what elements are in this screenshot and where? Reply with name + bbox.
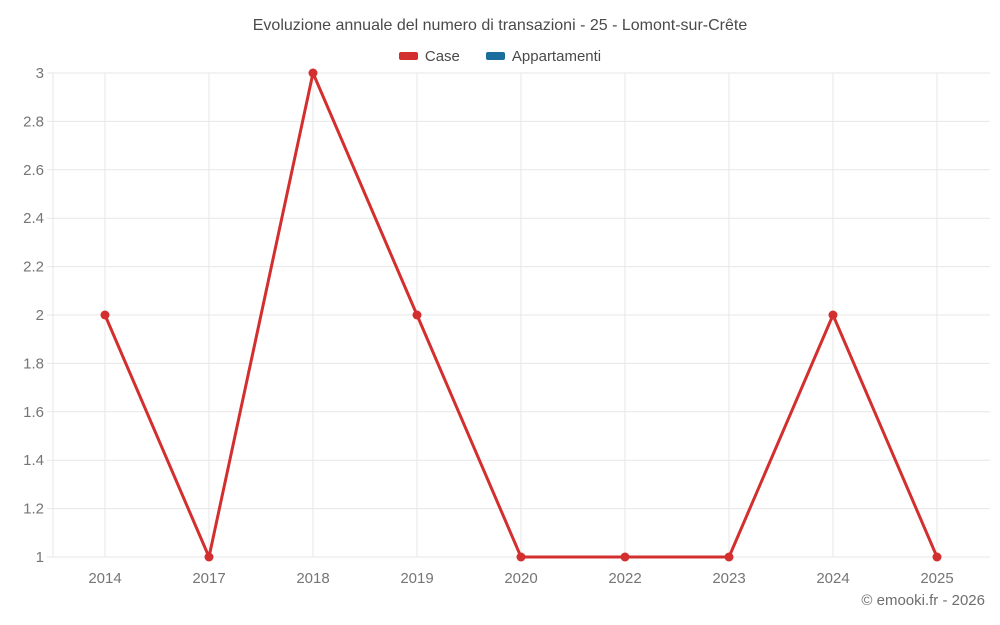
- x-tick-label: 2018: [296, 570, 329, 587]
- y-tick-label: 1.6: [23, 404, 44, 421]
- appartamenti-legend-swatch: [485, 52, 505, 60]
- y-tick-label: 1.8: [23, 355, 44, 372]
- case-data-point: [308, 68, 318, 78]
- y-tick-label: 2.6: [23, 162, 44, 179]
- case-data-point: [828, 310, 838, 320]
- case-data-point: [204, 552, 214, 562]
- case-data-point: [412, 310, 422, 320]
- y-tick-label: 2: [36, 307, 44, 324]
- y-tick-label: 3: [36, 65, 44, 82]
- chart-legend: Case Appartamenti: [0, 46, 1000, 66]
- case-data-point: [620, 552, 630, 562]
- case-data-point: [100, 310, 110, 320]
- x-tick-label: 2025: [920, 570, 953, 587]
- legend-item-case[interactable]: Case: [398, 47, 460, 65]
- x-tick-label: 2023: [712, 570, 745, 587]
- y-tick-label: 1.4: [23, 452, 44, 469]
- x-tick-label: 2020: [504, 570, 537, 587]
- case-data-point: [724, 552, 734, 562]
- case-legend-swatch: [398, 52, 418, 60]
- y-tick-label: 2.2: [23, 259, 44, 276]
- x-tick-label: 2024: [816, 570, 849, 587]
- y-tick-label: 1.2: [23, 501, 44, 518]
- case-data-point: [516, 552, 526, 562]
- y-tick-label: 2.8: [23, 113, 44, 130]
- copyright-footer: © emooki.fr - 2026: [861, 592, 985, 609]
- y-tick-label: 1: [36, 549, 44, 566]
- x-tick-label: 2019: [400, 570, 433, 587]
- x-tick-label: 2022: [608, 570, 641, 587]
- x-tick-label: 2017: [192, 570, 225, 587]
- x-tick-label: 2014: [88, 570, 121, 587]
- case-legend-label: Case: [424, 47, 460, 65]
- chart-title: Evoluzione annuale del numero di transaz…: [252, 17, 748, 34]
- appartamenti-legend-label: Appartamenti: [511, 47, 602, 65]
- y-tick-label: 2.4: [23, 210, 44, 227]
- case-data-point: [932, 552, 942, 562]
- legend-item-appartamenti[interactable]: Appartamenti: [485, 47, 602, 65]
